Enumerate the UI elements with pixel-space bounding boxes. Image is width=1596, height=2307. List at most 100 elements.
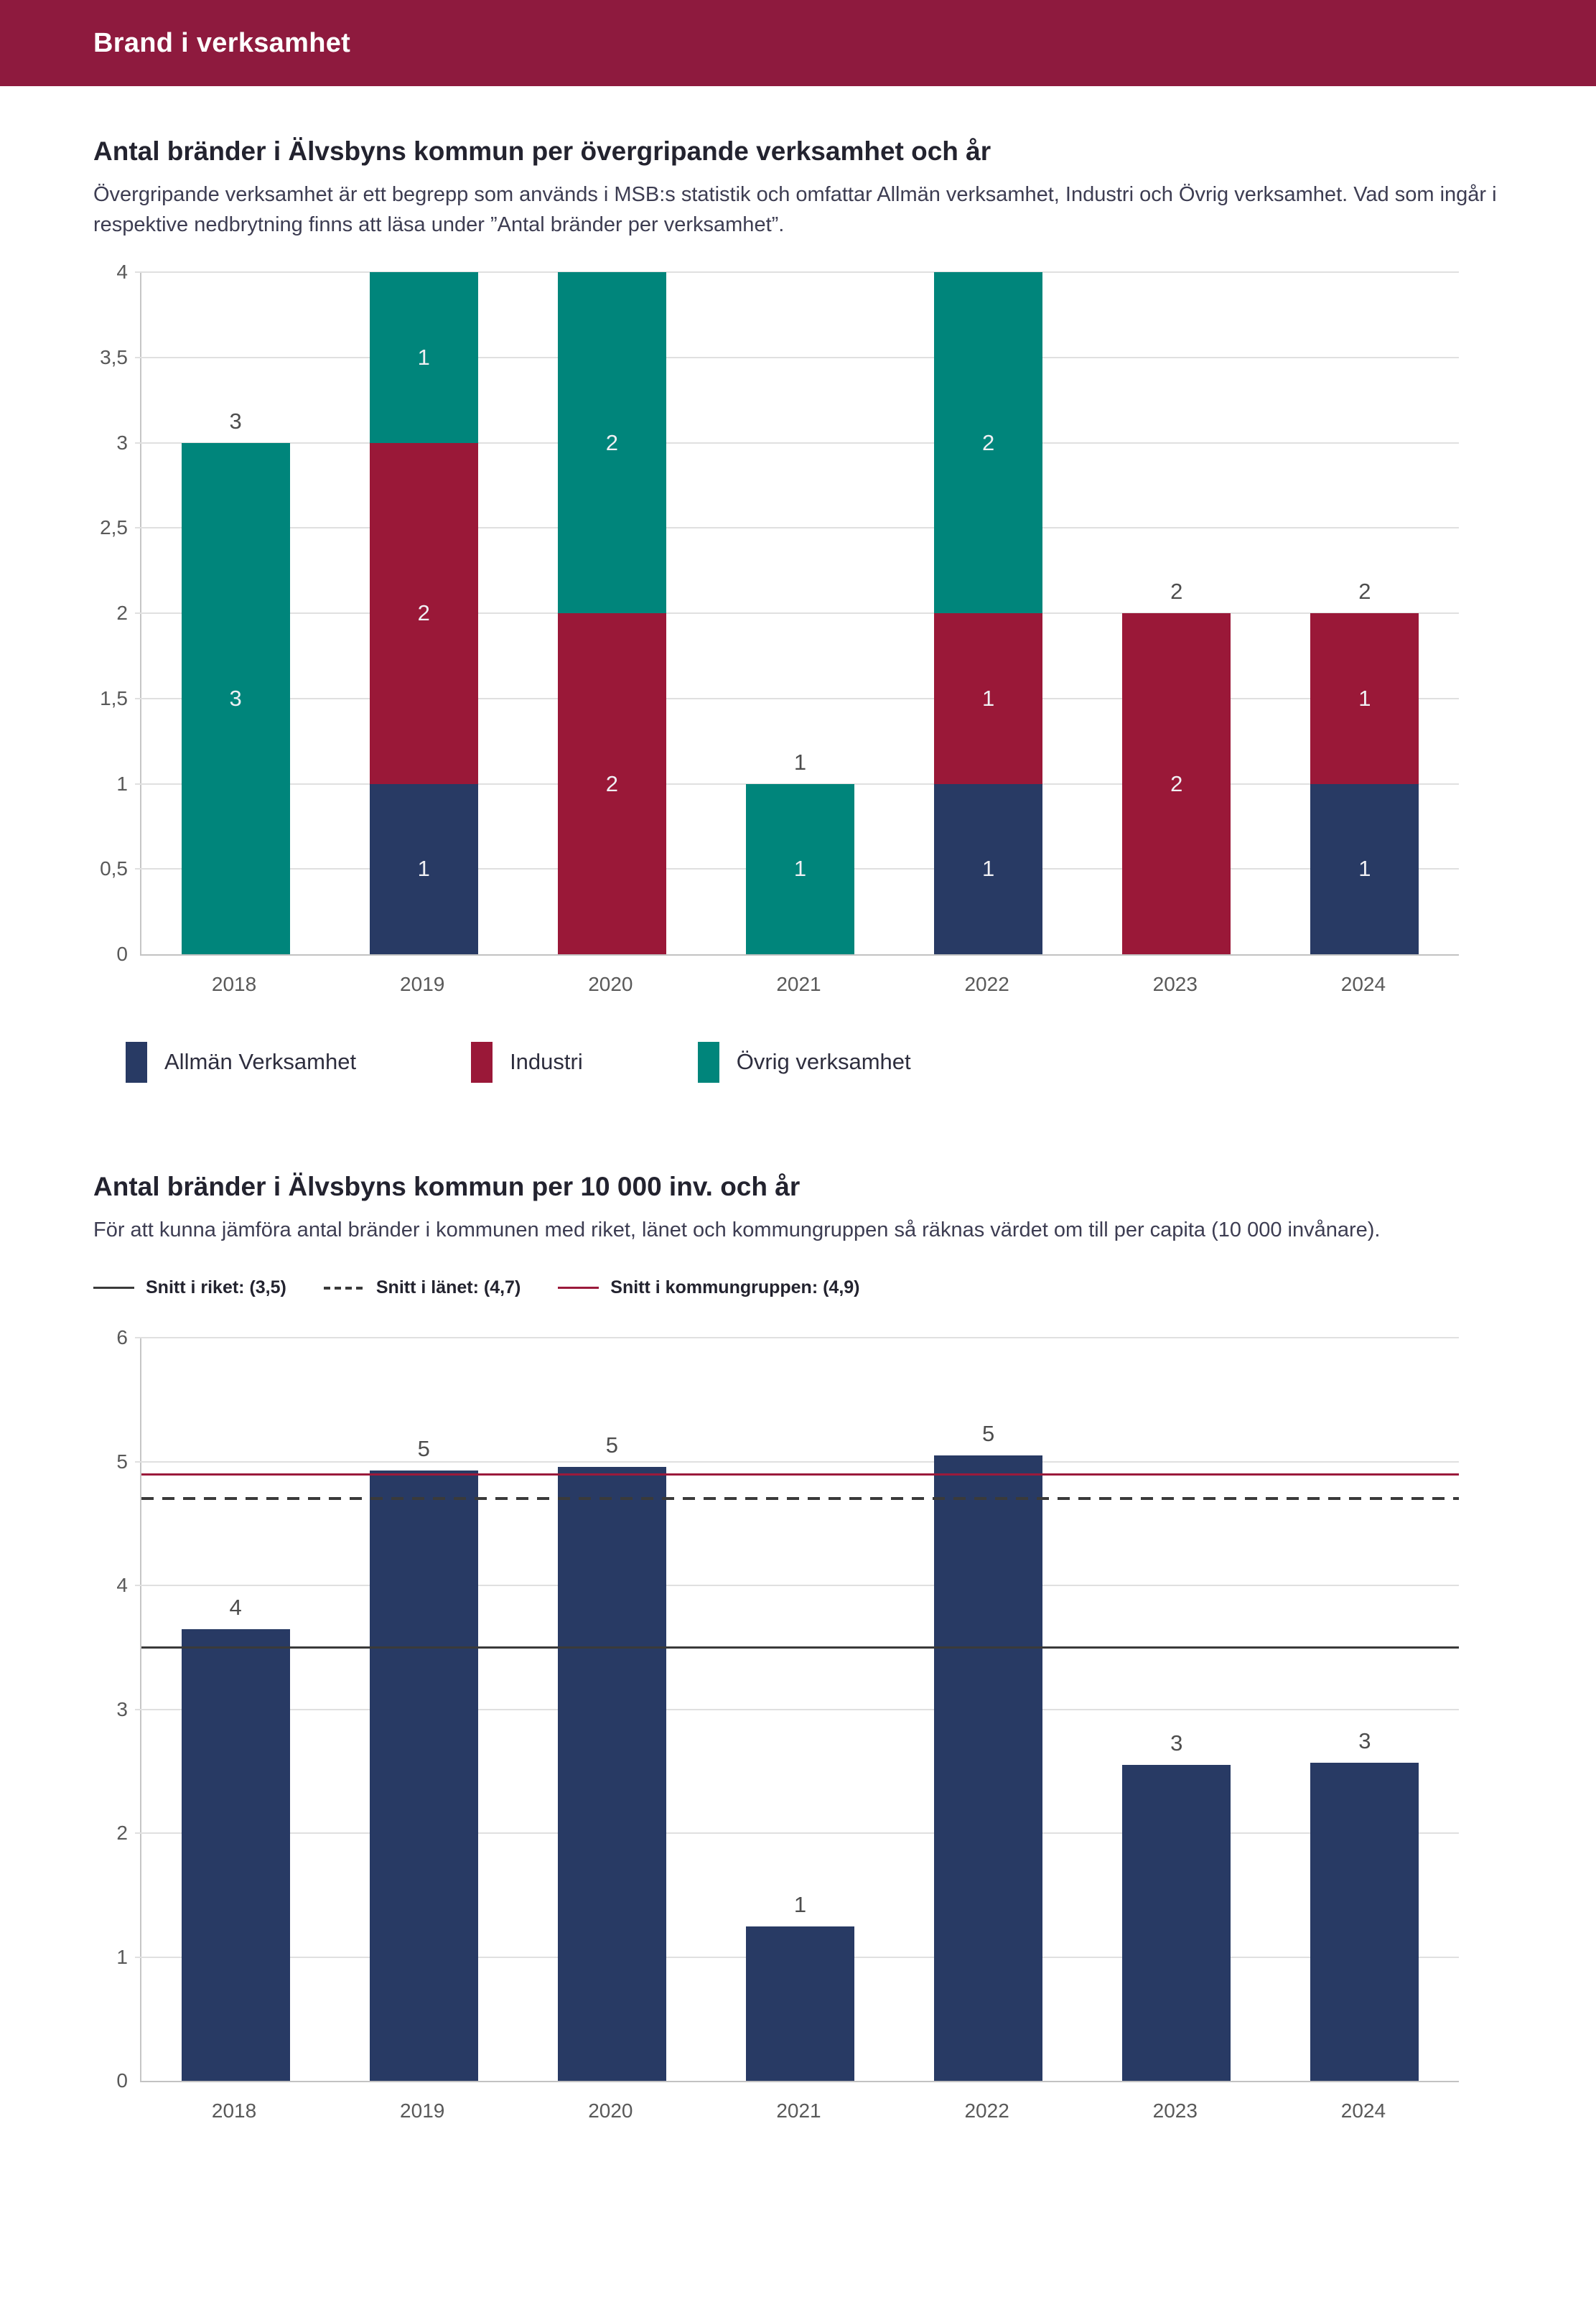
gridline [135,1460,1459,1463]
bar-segment-value: 1 [417,856,430,882]
y-tick-label: 2,5 [100,516,128,539]
bar-segment-allm-n-verksamhet: 1 [369,783,478,955]
y-tick-label: 1,5 [100,686,128,709]
bar-segment-value: 1 [793,856,807,882]
x-tick-label: 2019 [400,973,445,996]
chart2-description: För att kunna jämföra antal bränder i ko… [93,1218,1381,1242]
bar-segment-industri: 1 [934,613,1043,784]
page-content: Antal bränder i Älvsbyns kommun per över… [0,136,1596,2142]
y-tick-label: 4 [116,1574,128,1597]
legend-label: Övrig verksamhet [736,1049,911,1075]
gridline [135,1337,1459,1339]
x-tick-label: 2024 [1340,973,1386,996]
solid-line-icon [558,1287,599,1290]
reference-line-snitt-i-kommungruppen [141,1473,1459,1476]
bar-segment-value: 1 [417,344,430,370]
gridline [135,612,1459,615]
x-tick-label: 2019 [400,2099,445,2122]
y-tick-label: 2 [116,602,128,625]
legend-label: Allmän Verksamhet [164,1049,357,1075]
gridline [135,697,1459,699]
x-tick-label: 2021 [776,973,821,996]
bar-segment-value: 1 [982,685,995,711]
x-tick-label: 2021 [776,2099,821,2122]
bar-segment-industri: 2 [557,613,666,955]
bar-segment-value: 2 [1170,770,1183,796]
bar-segment-industri: 1 [1310,613,1419,784]
bar-segment-vrig-verksamhet: 2 [557,272,666,614]
reference-line-snitt-i-riket [141,1646,1459,1649]
bar-total-value: 3 [229,408,242,434]
legend-label: Industri [510,1049,583,1075]
bar-segment-value: 2 [417,600,430,626]
y-tick-label: 1 [116,772,128,795]
allm-n-verksamhet-swatch [126,1041,147,1083]
dashed-line-icon [323,1286,365,1290]
x-tick-label: 2018 [211,973,257,996]
x-tick-label: 2020 [588,973,633,996]
legend-item-snitt-i-l-net: Snitt i länet: (4,7) [323,1277,521,1298]
bar-segment-allm-n-verksamhet: 1 [1310,783,1419,955]
gridline [135,271,1459,274]
bar-value: 5 [605,1432,618,1458]
gridline [135,356,1459,358]
bar-value: 1 [793,1891,807,1917]
chart1-description: Övergripande verksamhet är ett begrepp s… [93,183,1497,237]
legend-item-snitt-i-kommungruppen: Snitt i kommungruppen: (4,9) [558,1277,860,1298]
bar-segment-value: 1 [982,856,995,882]
bar-value: 3 [1170,1730,1183,1756]
bar-total-value: 1 [793,749,807,775]
y-tick-label: 0,5 [100,857,128,880]
bar-value: 3 [1358,1728,1371,1753]
bar [746,1926,854,2082]
bar-segment-value: 3 [229,685,242,711]
x-tick-label: 2023 [1152,973,1198,996]
y-tick-label: 2 [116,1822,128,1845]
bar-segment-value: 1 [1358,685,1371,711]
vrig-verksamhet-swatch [697,1041,719,1083]
bar-value: 5 [982,1421,995,1447]
legend-item-allm-n-verksamhet: Allmän Verksamhet [126,1041,357,1083]
bar [1310,1762,1419,2082]
x-tick-label: 2023 [1152,2099,1198,2122]
legend-label: Snitt i länet: (4,7) [375,1277,521,1298]
chart2-title: Antal bränder i Älvsbyns kommun per 10 0… [93,1172,801,1202]
x-tick-label: 2018 [211,2099,257,2122]
bar-segment-value: 2 [605,770,618,796]
x-tick-label: 2022 [964,2099,1009,2122]
x-tick-label: 2022 [964,973,1009,996]
bar-segment-vrig-verksamhet: 2 [934,272,1043,614]
x-tick-label: 2020 [588,2099,633,2122]
chart1-title: Antal bränder i Älvsbyns kommun per över… [93,136,991,166]
bar-value: 5 [417,1435,430,1461]
chart1-legend: Allmän Verksamhet Industri Övrig verksamhe… [93,1037,1503,1087]
industri-swatch [471,1041,493,1083]
bar-segment-vrig-verksamhet: 1 [369,272,478,443]
y-tick-label: 3 [116,431,128,454]
solid-line-icon [93,1287,134,1290]
y-tick-label: 0 [116,2069,128,2092]
bar [1122,1765,1231,2082]
legend-label: Snitt i riket: (3,5) [146,1277,286,1298]
bar-segment-vrig-verksamhet: 3 [181,442,290,955]
legend-item-industri: Industri [471,1041,583,1083]
y-tick-label: 1 [116,1945,128,1968]
plot-area: 4 5 5 1 5 3 3 [135,1337,1459,2083]
bar [369,1470,478,2082]
x-tick-label: 2024 [1340,2099,1386,2122]
gridline [135,1585,1459,1587]
bar-total-value: 2 [1170,579,1183,605]
section-overgripande-verksamhet: Antal bränder i Älvsbyns kommun per över… [93,136,1503,1087]
y-tick-label: 5 [116,1450,128,1473]
y-tick-label: 0 [116,943,128,966]
bar-segment-vrig-verksamhet: 1 [746,783,854,955]
bar-segment-value: 2 [605,429,618,455]
y-tick-label: 3 [116,1697,128,1720]
gridline [135,442,1459,444]
bar-segment-industri: 2 [369,442,478,784]
legend-item-vrig-verksamhet: Övrig verksamhet [697,1041,911,1083]
page-title: Brand i verksamhet [93,27,351,58]
legend-item-snitt-i-riket: Snitt i riket: (3,5) [93,1277,286,1298]
y-tick-label: 6 [116,1326,128,1349]
bar [934,1455,1043,2082]
